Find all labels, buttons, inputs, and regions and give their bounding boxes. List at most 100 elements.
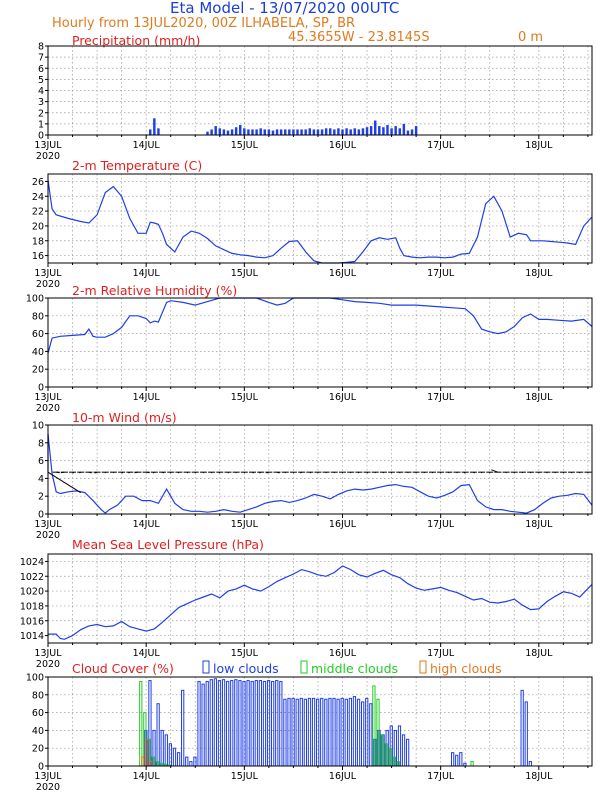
precip-year-label: 2020: [36, 151, 60, 162]
wind-frame: [47, 424, 593, 515]
wind-barb-flag: [266, 471, 270, 474]
precip-bar: [361, 128, 365, 135]
cloud-low-bar: [406, 738, 410, 767]
precip-bar: [243, 128, 246, 135]
temp-xtick-label: 18JUL: [525, 268, 553, 279]
wind-barb-flag: [300, 471, 302, 474]
cloud-low-bar: [164, 734, 168, 767]
rh-xtick-label: 17JUL: [427, 392, 455, 403]
temp-frame: [47, 173, 593, 264]
wind-barb-flag: [162, 471, 165, 474]
precip-bar: [288, 129, 291, 135]
wind-year-label: 2020: [36, 530, 60, 541]
precip-bar: [296, 129, 299, 135]
cloud-low-bar: [459, 752, 463, 767]
legend-low-label: low clouds: [213, 661, 279, 676]
mslp-xtick-label: 17JUL: [427, 648, 455, 659]
cloud-low-bar: [279, 680, 283, 767]
cloud-low-bar: [205, 680, 209, 767]
rh-xtick-label: 18JUL: [525, 392, 553, 403]
cloud-low-bar: [238, 680, 242, 767]
cloud-low-bar: [172, 747, 177, 767]
cloud-low-bar: [246, 680, 250, 767]
wind-xtick-label: 14JUL: [133, 519, 161, 530]
rh-year-label: 2020: [36, 403, 60, 414]
mslp-xtick-label: 14JUL: [133, 648, 161, 659]
rh-series-line: [47, 297, 593, 354]
cloud-ytick-label: 100: [26, 673, 44, 684]
precip-bar: [308, 128, 312, 135]
precip-bar: [386, 124, 389, 135]
precip-bar: [267, 129, 271, 135]
precip-bar: [345, 128, 348, 135]
precip-bar: [324, 128, 328, 135]
precip-bar: [312, 129, 316, 135]
wind-xtick-label: 18JUL: [525, 519, 553, 530]
wind-ytick-label: 2: [38, 492, 44, 503]
legend-middle-swatch: [300, 660, 308, 674]
precip-bar: [373, 120, 377, 135]
cloud-xtick-label: 14JUL: [133, 771, 161, 782]
cloud-low-bar: [176, 752, 181, 767]
cloud-low-bar: [520, 689, 524, 767]
precip-bar: [275, 129, 279, 135]
wind-barb-flag: [491, 469, 499, 473]
precip-bar: [292, 129, 295, 135]
precip-bar: [382, 127, 385, 135]
cloud-xtick-label: 17JUL: [427, 771, 455, 782]
cloud-low-bar: [226, 680, 230, 767]
cloud-low-bar: [197, 680, 201, 767]
cloud-low-bar: [303, 698, 308, 767]
cloud-title: Cloud Cover (%): [72, 661, 174, 676]
mslp-ytick-label: 1018: [20, 601, 44, 612]
wind-barb-flag: [309, 471, 312, 474]
wind-long-barb: [47, 471, 81, 494]
rh-ytick-label: 20: [32, 365, 44, 376]
precip-bar: [410, 129, 414, 135]
wind-barb-flag: [252, 471, 255, 474]
precip-title: Precipitation (mm/h): [72, 33, 200, 48]
temp-xtick-label: 16JUL: [329, 268, 357, 279]
precip-bar: [206, 131, 209, 135]
wind-ytick-label: 6: [38, 456, 44, 467]
cloud-ytick-label: 80: [32, 690, 44, 701]
wind-barb-flag: [366, 471, 369, 474]
cloud-low-bar: [250, 680, 254, 767]
precip-bar: [284, 129, 287, 135]
cloud-xtick-label: 18JUL: [525, 771, 553, 782]
precip-bar: [157, 128, 160, 135]
cloud-low-bar: [361, 701, 365, 767]
wind-barb-flag: [177, 471, 180, 474]
precip-bar: [149, 129, 152, 135]
temp-ytick-label: 16: [32, 251, 44, 262]
mslp-ytick-label: 1014: [20, 631, 44, 642]
cloud-low-bar: [369, 703, 373, 767]
temp-xtick-label: 13JUL: [34, 268, 62, 279]
mslp-ytick-label: 1020: [20, 587, 44, 598]
cloud-low-bar: [201, 683, 205, 767]
precip-bar: [222, 129, 226, 135]
precip-bar: [390, 128, 393, 135]
wind-series-line: [47, 433, 593, 514]
cloud-panel: Cloud Cover (%)02040608010013JUL202014JU…: [26, 661, 593, 792]
precip-xtick-label: 15JUL: [231, 140, 259, 151]
legend-high-swatch: [419, 660, 427, 674]
precip-bar: [300, 129, 303, 135]
wind-barb-flag: [128, 471, 131, 474]
precip-bar: [365, 127, 369, 135]
precip-frame: [47, 45, 593, 136]
precip-bar: [369, 126, 373, 135]
temp-ytick-label: 24: [32, 192, 44, 203]
wind-xtick-label: 15JUL: [231, 519, 259, 530]
precip-xtick-label: 18JUL: [525, 140, 553, 151]
precip-bar: [263, 129, 267, 135]
cloud-low-bar: [324, 698, 328, 767]
precip-bar: [394, 126, 397, 135]
cloud-low-bar: [209, 679, 213, 767]
cloud-ytick-label: 60: [32, 708, 44, 719]
legend-low-swatch: [202, 660, 210, 674]
temp-ytick-label: 26: [32, 177, 44, 188]
temperature-panel: 2-m Temperature (C) 16 18 20 22 24 26 13JUL2020…: [32, 158, 593, 290]
cloud-xtick-label: 15JUL: [231, 771, 259, 782]
